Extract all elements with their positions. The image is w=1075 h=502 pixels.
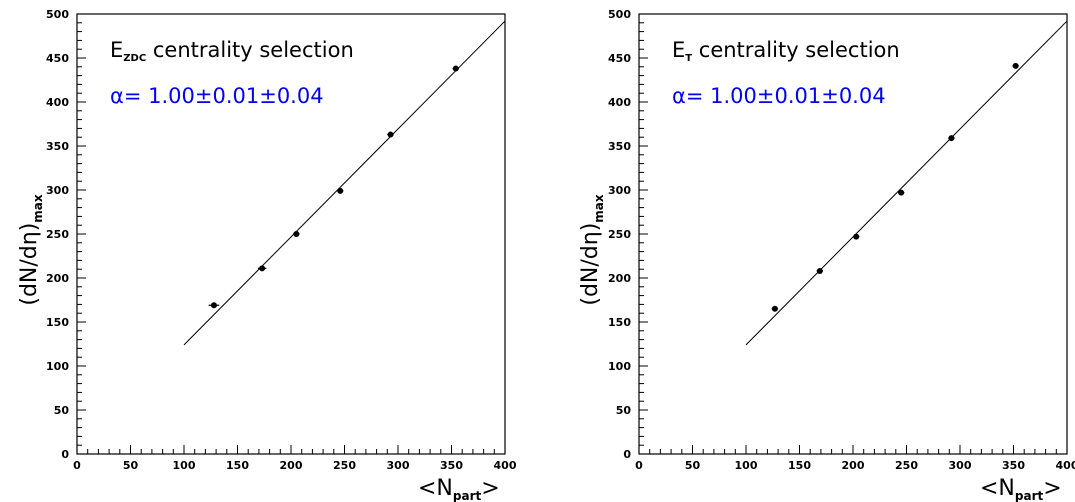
x-axis-label-sub: part: [453, 489, 482, 502]
x-tick-label: 50: [685, 459, 701, 472]
data-point: [210, 302, 217, 309]
annotation-alpha: α= 1.00±0.01±0.04: [672, 84, 886, 108]
x-tick-label: 250: [895, 459, 918, 472]
y-tick-label: 300: [608, 184, 631, 197]
y-axis-label-main: (dN/dη): [17, 223, 42, 306]
y-tick-label: 450: [46, 52, 69, 65]
x-axis-label: <Npart>: [418, 476, 500, 502]
plot-frame: [76, 13, 506, 455]
x-tick-label: 100: [735, 459, 758, 472]
fit-line: [745, 20, 1068, 346]
svg-text:(dN/dη)max: (dN/dη)max: [17, 194, 45, 306]
x-tick-label: 300: [949, 459, 972, 472]
y-tick-label: 0: [623, 448, 631, 461]
y-tick-label: 450: [608, 52, 631, 65]
x-tick-label: 200: [842, 459, 865, 472]
x-axis-label-main: <N: [980, 476, 1015, 501]
y-tick-label: 50: [54, 404, 70, 417]
annotation-selection-main: E: [672, 38, 685, 62]
annotation-selection-sub: ZDC: [123, 53, 146, 64]
x-tick-label: 400: [494, 459, 517, 472]
y-tick-label: 150: [46, 316, 69, 329]
y-tick-label: 500: [46, 8, 69, 21]
x-axis-label-sub: part: [1015, 489, 1044, 502]
data-point: [771, 305, 778, 312]
y-tick-label: 350: [46, 140, 69, 153]
y-axis-label-sub: max: [592, 194, 606, 223]
x-tick-label: 200: [280, 459, 303, 472]
plot-frame: [638, 13, 1068, 455]
data-point: [948, 135, 955, 142]
svg-text:(dN/dη)max: (dN/dη)max: [578, 194, 606, 306]
x-axis-label-end: >: [481, 476, 499, 501]
x-tick-label: 0: [635, 459, 643, 472]
x-tick-label: 250: [333, 459, 356, 472]
panel-right: (dN/dη)max 0 50 100 150 200 250 300 350 400 0 50 10…: [578, 8, 1075, 502]
y-tick-label: 500: [608, 8, 631, 21]
y-tick-label: 200: [46, 272, 69, 285]
y-tick-label: 200: [608, 272, 631, 285]
y-tick-label: 400: [608, 96, 631, 109]
x-tick-label: 400: [1056, 459, 1075, 472]
data-marks: [183, 20, 506, 346]
annotation-selection-rest: centrality selection: [692, 38, 900, 62]
y-tick-label: 400: [46, 96, 69, 109]
x-axis-label-end: >: [1043, 476, 1061, 501]
x-tick-label: 100: [173, 459, 196, 472]
annotation-alpha: α= 1.00±0.01±0.04: [110, 84, 324, 108]
data-point: [293, 231, 300, 237]
y-axis-label-main: (dN/dη): [578, 223, 603, 306]
y-tick-label: 0: [61, 448, 69, 461]
y-tick-label: 350: [608, 140, 631, 153]
y-axis-label-sub: max: [31, 194, 45, 223]
data-point: [898, 189, 905, 196]
y-tick-label: 250: [608, 228, 631, 241]
fit-line: [183, 20, 506, 346]
axis-ticks: 0 50 100 150 200 250 300 350 400 0 50 100 150 200 250 3…: [46, 8, 517, 472]
x-tick-label: 150: [788, 459, 811, 472]
data-point: [387, 131, 394, 138]
x-axis-label-main: <N: [418, 476, 453, 501]
x-tick-label: 150: [226, 459, 249, 472]
data-point: [1012, 62, 1019, 69]
y-tick-label: 100: [46, 360, 69, 373]
y-axis-label: (dN/dη)max: [17, 194, 45, 306]
data-point: [259, 265, 266, 272]
data-point: [853, 233, 860, 240]
y-tick-label: 300: [46, 184, 69, 197]
annotation-selection-rest: centrality selection: [146, 38, 354, 62]
x-tick-label: 0: [73, 459, 81, 472]
axis-ticks: 0 50 100 150 200 250 300 350 400 0 50 100 150 200 250 3…: [608, 8, 1075, 472]
data-marks: [745, 20, 1068, 346]
data-point: [337, 187, 344, 194]
y-tick-label: 250: [46, 228, 69, 241]
annotation-selection-sub: T: [685, 53, 692, 64]
annotation-selection-main: E: [110, 38, 123, 62]
y-tick-label: 150: [608, 316, 631, 329]
data-point: [816, 267, 823, 274]
x-tick-label: 300: [387, 459, 410, 472]
annotation-selection: ET centrality selection: [672, 38, 900, 64]
annotation-selection: EZDC centrality selection: [110, 38, 354, 64]
x-tick-label: 350: [1002, 459, 1025, 472]
y-tick-label: 100: [608, 360, 631, 373]
y-tick-label: 50: [616, 404, 632, 417]
x-axis-label: <Npart>: [980, 476, 1062, 502]
y-axis-label: (dN/dη)max: [578, 194, 606, 306]
panel-left: (dN/dη)max 0 50 100 150 200 250 300 350 400 0 50 10…: [17, 8, 517, 502]
x-tick-label: 50: [123, 459, 139, 472]
x-tick-label: 350: [440, 459, 463, 472]
data-point: [452, 65, 459, 72]
